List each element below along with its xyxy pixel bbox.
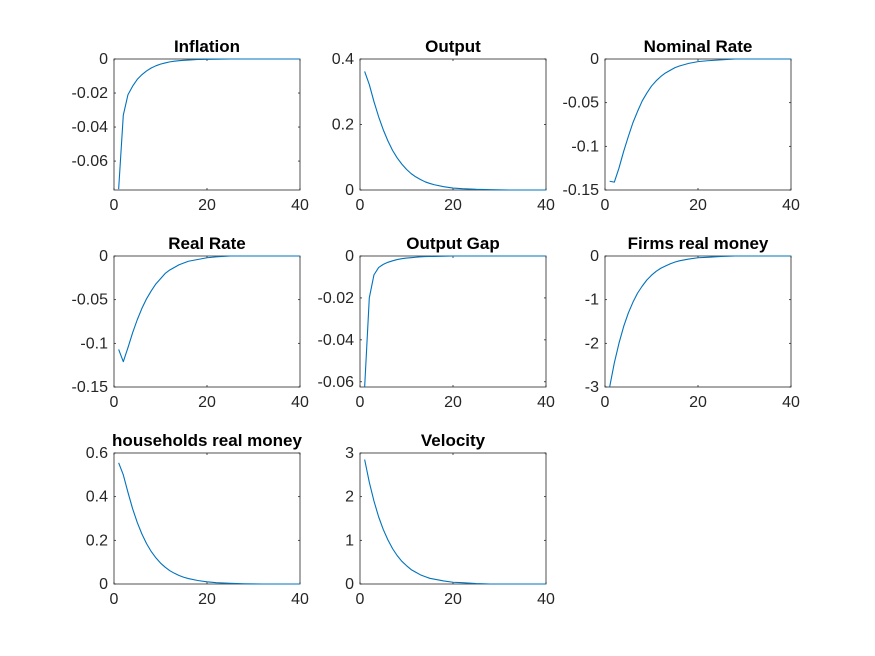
y-tick-label: -0.05 (563, 95, 600, 112)
subplot-title: households real money (112, 431, 302, 450)
subplot-title: Firms real money (628, 234, 769, 253)
subplot-title: Velocity (421, 431, 486, 450)
subplot-output-gap: 0 20 40 0 -0.02 -0.04 -0.06 Output Gap (318, 234, 555, 411)
y-tick-label: -0.06 (318, 374, 355, 391)
x-tick-label: 20 (198, 197, 216, 214)
series-line-nominal-rate (609, 58, 791, 183)
axes-box (359, 452, 547, 585)
series-line-firms-real-money (609, 255, 791, 388)
x-tick-label: 0 (356, 197, 365, 214)
subplot-output: 0 20 40 0.4 0.2 0 Output (332, 37, 555, 214)
axes-box (113, 255, 301, 388)
y-tick-label: 3 (345, 445, 354, 462)
y-tick-label: 2 (345, 489, 354, 506)
y-tick-label: -0.04 (318, 332, 355, 349)
x-tick-label: 0 (110, 197, 119, 214)
x-tick-label: 20 (198, 591, 216, 608)
subplot-households-real-money: 0 20 40 0.6 0.4 0.2 0 households real money (86, 431, 309, 608)
subplot-title: Real Rate (168, 234, 245, 253)
x-tick-label: 0 (356, 394, 365, 411)
subplot-real-rate: 0 20 40 0 -0.05 -0.1 -0.15 Real Rate (72, 234, 309, 411)
x-tick-label: 0 (356, 591, 365, 608)
y-tick-label: 0 (345, 182, 354, 199)
x-tick-label: 40 (782, 197, 800, 214)
x-tick-label: 20 (444, 394, 462, 411)
series-line-inflation (118, 58, 300, 190)
y-tick-label: -0.06 (72, 153, 109, 170)
x-tick-label: 20 (444, 197, 462, 214)
x-tick-label: 0 (110, 591, 119, 608)
x-tick-label: 20 (689, 394, 707, 411)
x-tick-label: 40 (291, 394, 309, 411)
y-tick-label: -0.1 (80, 335, 108, 352)
axes-box (113, 452, 301, 585)
x-tick-label: 40 (782, 394, 800, 411)
x-tick-label: 0 (110, 394, 119, 411)
y-tick-label: -0.05 (72, 292, 109, 309)
x-tick-label: 40 (537, 591, 555, 608)
axes-box (604, 255, 792, 388)
y-tick-label: 0.6 (86, 445, 108, 462)
subplot-inflation: 0 20 40 0 -0.02 -0.04 -0.06 Inflation (72, 37, 309, 214)
y-tick-label: -0.15 (72, 379, 109, 396)
x-tick-label: 40 (291, 197, 309, 214)
x-tick-label: 40 (537, 394, 555, 411)
y-tick-label: 0.4 (332, 51, 354, 68)
y-tick-label: -2 (585, 335, 599, 352)
y-tick-label: 0 (345, 248, 354, 265)
y-tick-label: 0.4 (86, 489, 108, 506)
subplot-title: Inflation (174, 37, 240, 56)
y-tick-label: 0.2 (332, 117, 354, 134)
x-tick-label: 20 (444, 591, 462, 608)
y-tick-label: 0.2 (86, 532, 108, 549)
subplot-title: Output (425, 37, 481, 56)
series-line-real-rate (118, 255, 300, 363)
y-tick-label: -1 (585, 292, 599, 309)
y-tick-label: 0 (99, 576, 108, 593)
x-tick-label: 0 (601, 197, 610, 214)
x-tick-label: 40 (291, 591, 309, 608)
y-tick-label: 0 (590, 248, 599, 265)
y-tick-label: -0.1 (571, 138, 599, 155)
y-tick-label: 0 (345, 576, 354, 593)
x-tick-label: 40 (537, 197, 555, 214)
x-tick-label: 20 (689, 197, 707, 214)
subplot-velocity: 0 20 40 3 2 1 0 Velocity (345, 431, 555, 608)
series-line-households-real-money (118, 462, 300, 585)
y-tick-label: 0 (99, 248, 108, 265)
axes-box (359, 58, 547, 191)
series-line-output (364, 71, 546, 191)
subplot-nominal-rate: 0 20 40 0 -0.05 -0.1 -0.15 Nominal Rate (563, 37, 800, 214)
y-tick-label: -3 (585, 379, 599, 396)
subplot-title: Nominal Rate (644, 37, 753, 56)
y-tick-label: -0.02 (318, 290, 355, 307)
y-tick-label: 0 (99, 51, 108, 68)
subplot-firms-real-money: 0 20 40 0 -1 -2 -3 Firms real money (585, 234, 800, 411)
y-tick-label: 0 (590, 51, 599, 68)
axes-box (113, 58, 301, 191)
series-line-output-gap (364, 255, 546, 388)
y-tick-label: -0.02 (72, 85, 109, 102)
y-tick-label: -0.04 (72, 119, 109, 136)
x-tick-label: 20 (198, 394, 216, 411)
y-tick-label: 1 (345, 532, 354, 549)
axes-box (359, 255, 547, 388)
series-line-velocity (364, 459, 546, 585)
subplot-title: Output Gap (406, 234, 499, 253)
y-tick-label: -0.15 (563, 182, 600, 199)
axes-box (604, 58, 792, 191)
x-tick-label: 0 (601, 394, 610, 411)
